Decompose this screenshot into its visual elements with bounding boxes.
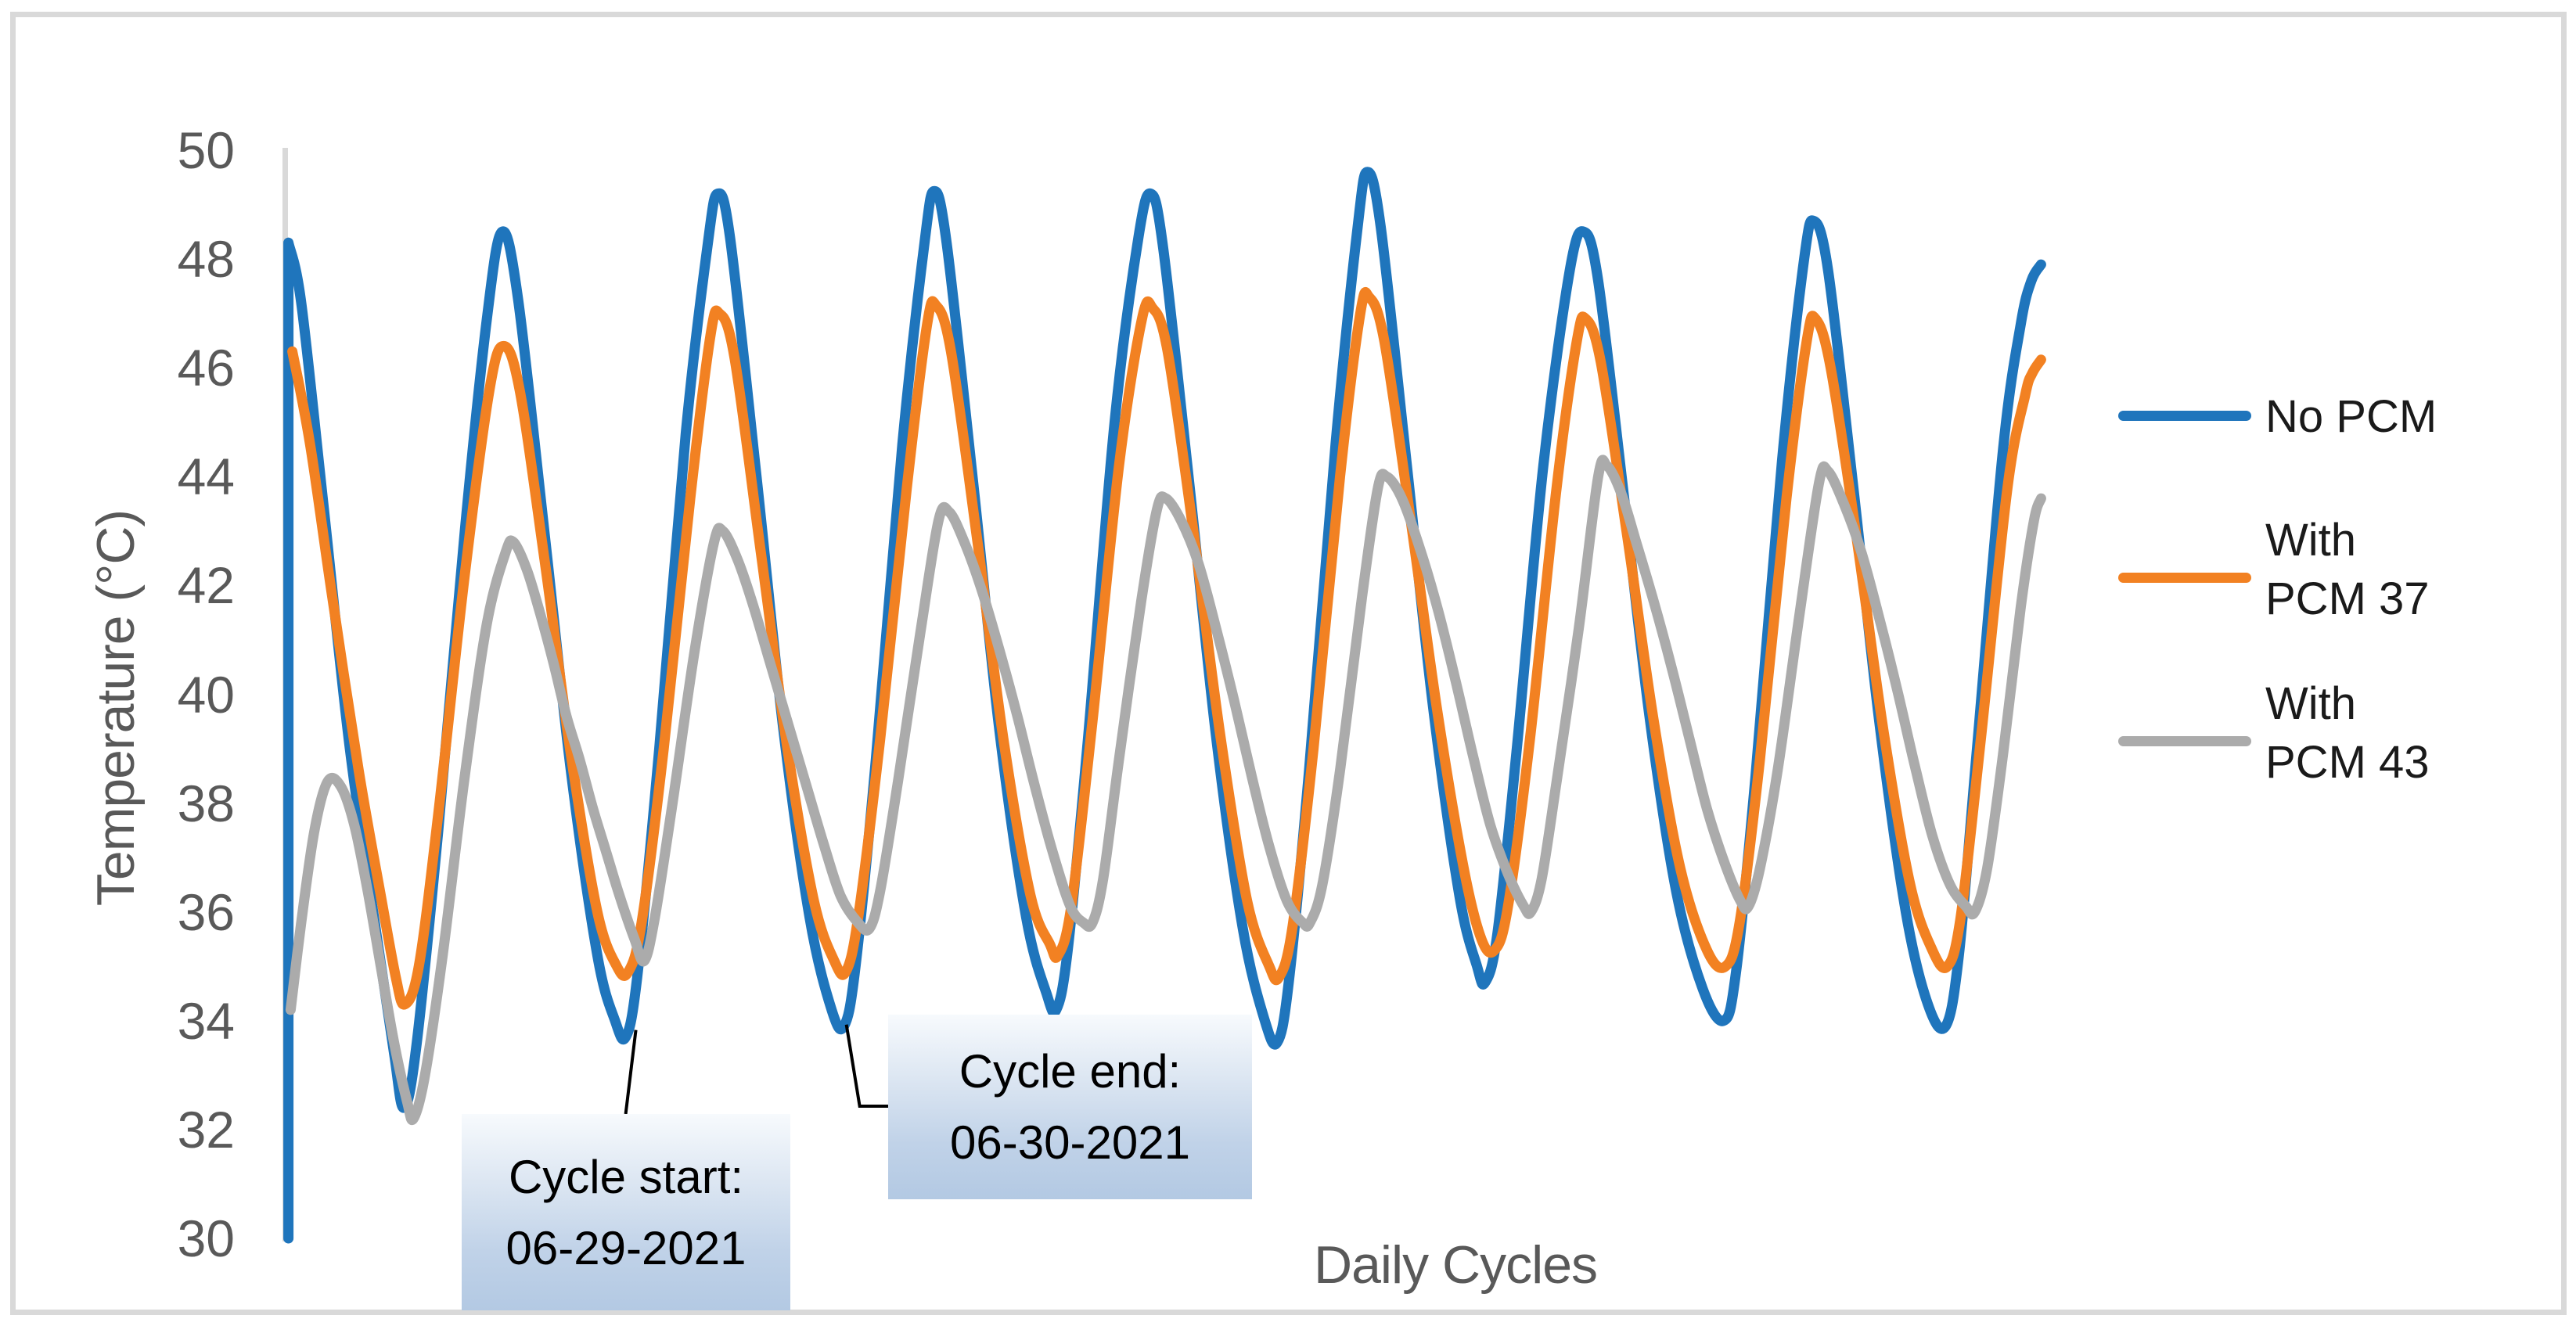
- annotation-text: 06-29-2021: [505, 1221, 747, 1274]
- y-tick-label-42: 42: [177, 556, 235, 615]
- annotation-cycle-end: Cycle end: 06-30-2021: [888, 1015, 1252, 1199]
- series-line-with-pcm-43: [285, 455, 2046, 1125]
- x-axis-title: Daily Cycles: [1313, 1235, 1598, 1295]
- legend-label-line: No PCM: [2265, 391, 2437, 442]
- leader-line-cycle-start: [624, 1030, 638, 1115]
- legend-label-line: PCM 43: [2265, 737, 2430, 788]
- annotation-text: Cycle start:: [508, 1150, 744, 1203]
- leader-line-cycle-end: [844, 1024, 888, 1108]
- annotation-text: Cycle end:: [959, 1045, 1182, 1098]
- legend-line-pcm-37: [2118, 573, 2251, 583]
- y-tick-label-46: 46: [177, 339, 235, 397]
- y-tick-label-36: 36: [177, 882, 235, 941]
- legend-label-no-pcm: No PCM: [2265, 387, 2437, 446]
- y-tick-label-30: 30: [177, 1209, 235, 1267]
- y-axis-title: Temperature (°C): [86, 509, 146, 907]
- legend-label-line: With: [2265, 678, 2356, 729]
- y-tick-label-32: 32: [177, 1100, 235, 1159]
- annotation-cycle-start: Cycle start: 06-29-2021: [462, 1114, 790, 1310]
- legend-label-line: With: [2265, 515, 2356, 566]
- y-tick-label-50: 50: [177, 121, 235, 179]
- y-tick-label-34: 34: [177, 991, 235, 1050]
- y-tick-label-44: 44: [177, 447, 235, 506]
- legend-line-pcm-43: [2118, 736, 2251, 746]
- legend-label-pcm-43: With PCM 43: [2265, 674, 2430, 792]
- legend-line-no-pcm: [2118, 411, 2251, 421]
- y-tick-label-48: 48: [177, 230, 235, 289]
- y-tick-label-40: 40: [177, 665, 235, 724]
- legend-label-line: PCM 37: [2265, 573, 2430, 624]
- legend-label-pcm-37: With PCM 37: [2265, 511, 2430, 628]
- annotation-text: 06-30-2021: [950, 1116, 1190, 1169]
- y-tick-label-38: 38: [177, 774, 235, 832]
- series-line-with-pcm-37: [287, 287, 2046, 1010]
